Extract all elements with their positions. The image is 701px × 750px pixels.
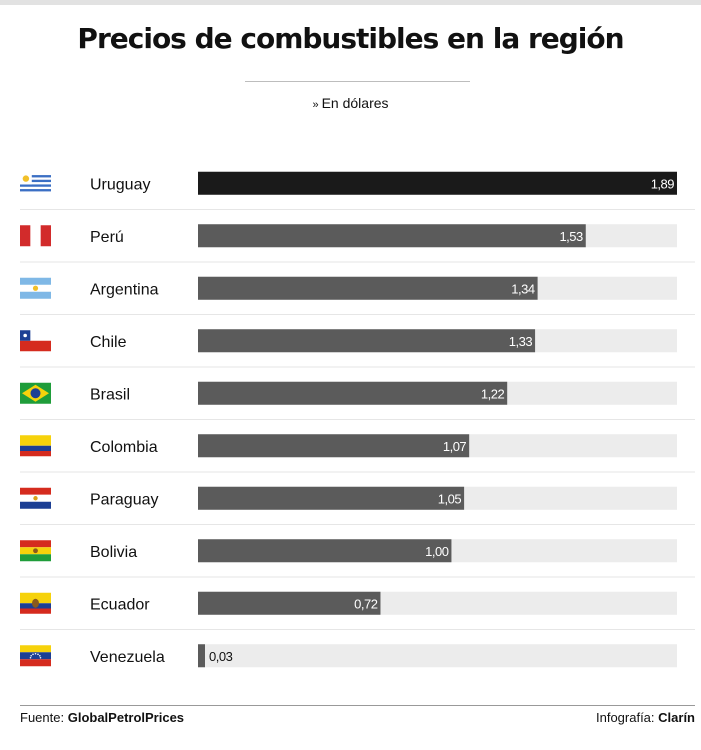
bar-track bbox=[198, 644, 677, 668]
data-label: 1,34 bbox=[511, 281, 535, 296]
bar bbox=[198, 591, 381, 615]
bar-row: Argentina 1,34 bbox=[20, 276, 695, 315]
data-label: 1,53 bbox=[559, 229, 583, 244]
credit-label: Infografía: bbox=[595, 710, 655, 725]
category-label: Colombia bbox=[90, 439, 158, 456]
category-label: Argentina bbox=[90, 281, 159, 298]
bar bbox=[198, 224, 586, 248]
data-label: 1,22 bbox=[481, 386, 505, 401]
bar-row: Venezuela 0,03 bbox=[20, 644, 677, 668]
bar bbox=[198, 539, 452, 563]
category-label: Perú bbox=[90, 229, 124, 246]
bar-row: Perú 1,53 bbox=[20, 224, 695, 263]
bar bbox=[198, 644, 205, 668]
data-label: 1,05 bbox=[438, 491, 462, 506]
top-rule bbox=[0, 0, 701, 5]
bar bbox=[198, 329, 536, 353]
bolivia-flag-icon bbox=[20, 540, 51, 562]
data-label: 0,72 bbox=[354, 596, 378, 611]
title-divider bbox=[245, 81, 470, 82]
bar bbox=[198, 381, 508, 405]
chart-title: Precios de combustibles en la región bbox=[77, 22, 624, 55]
brazil-flag-icon bbox=[20, 382, 51, 404]
chart-subtitle: » En dólares bbox=[0, 95, 701, 111]
peru-flag-icon bbox=[20, 225, 51, 247]
bar-row: Uruguay 1,89 bbox=[20, 171, 695, 210]
data-label: 1,07 bbox=[443, 439, 467, 454]
data-label: 1,00 bbox=[425, 544, 449, 559]
category-label: Bolivia bbox=[90, 544, 137, 561]
category-label: Paraguay bbox=[90, 491, 159, 508]
source-label: Fuente: bbox=[20, 710, 65, 725]
subtitle-marker: » bbox=[312, 99, 319, 111]
category-label: Chile bbox=[90, 334, 127, 351]
footer-divider bbox=[20, 705, 695, 706]
category-label: Venezuela bbox=[90, 649, 165, 666]
uruguay-flag-icon bbox=[20, 172, 51, 194]
source-name: GlobalPetrolPrices bbox=[67, 710, 185, 725]
argentina-flag-icon bbox=[20, 277, 51, 299]
source-note: Fuente: GlobalPetrolPrices bbox=[20, 710, 184, 725]
data-label: 0,03 bbox=[209, 649, 233, 664]
subtitle-text: En dólares bbox=[321, 95, 389, 111]
bar bbox=[198, 171, 677, 195]
bar-row: Chile 1,33 bbox=[20, 329, 695, 368]
colombia-flag-icon bbox=[20, 435, 51, 457]
venezuela-flag-icon bbox=[20, 645, 51, 667]
bar bbox=[198, 486, 465, 510]
bar-row: Ecuador 0,72 bbox=[20, 591, 695, 630]
ecuador-flag-icon bbox=[20, 592, 51, 614]
bar bbox=[198, 434, 470, 458]
data-label: 1,33 bbox=[509, 334, 533, 349]
paraguay-flag-icon bbox=[20, 487, 51, 509]
category-label: Ecuador bbox=[90, 596, 150, 613]
data-label: 1,89 bbox=[651, 176, 675, 191]
credit-name: Clarín bbox=[658, 710, 695, 725]
category-label: Uruguay bbox=[90, 176, 150, 193]
bar-row: Colombia 1,07 bbox=[20, 434, 695, 473]
category-label: Brasil bbox=[90, 386, 130, 403]
bar-row: Brasil 1,22 bbox=[20, 381, 695, 420]
bar bbox=[198, 276, 538, 300]
credit-note: Infografía: Clarín bbox=[596, 710, 695, 725]
bar-row: Bolivia 1,00 bbox=[20, 539, 695, 578]
bar-row: Paraguay 1,05 bbox=[20, 486, 695, 525]
chile-flag-icon bbox=[20, 330, 51, 352]
